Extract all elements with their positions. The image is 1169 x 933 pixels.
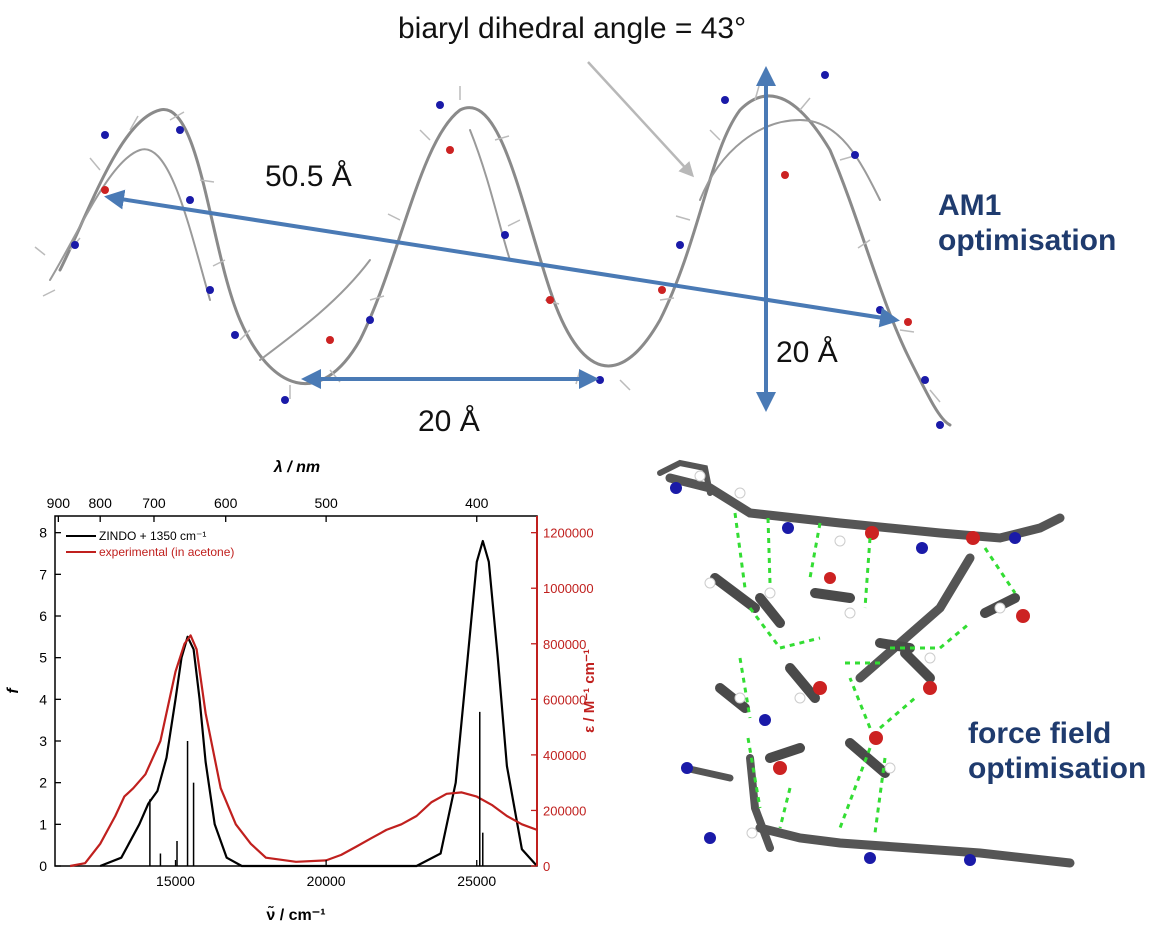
y-right-tick-label: 1200000 xyxy=(543,526,594,541)
x-tick-label: 25000 xyxy=(457,873,496,889)
series-layer xyxy=(69,539,538,868)
legend-label-zindo: ZINDO + 1350 cm⁻¹ xyxy=(99,529,206,543)
am1-method-label: AM1 optimisation xyxy=(938,188,1116,259)
oscillator-sticks xyxy=(149,711,484,866)
legend-label-experimental: experimental (in acetone) xyxy=(99,545,234,559)
am1-panel: biaryl dihedral angle = 43° 50.5 Å 20 Å … xyxy=(0,0,1169,450)
x-tick-label: 20000 xyxy=(307,873,346,889)
spectrum-chart-svg: 15000 20000 25000 0 1 2 3 4 5 6 7 8 0 200000 400000 600… xyxy=(5,459,598,924)
pitch-label: 20 Å xyxy=(418,405,480,438)
length-label: 50.5 Å xyxy=(265,160,352,193)
y-left-tick-label: 3 xyxy=(39,733,47,749)
y-right-axis-title: ε / M⁻¹ cm⁻¹ xyxy=(581,649,598,733)
top-axis-title: λ / nm xyxy=(273,459,320,476)
top-tick-label: 900 xyxy=(47,495,71,511)
x-axis-title: ν̃ / cm⁻¹ xyxy=(266,904,325,924)
forcefield-molecule-figure xyxy=(657,459,1075,868)
helix-backbone xyxy=(49,94,952,427)
y-left-tick-label: 7 xyxy=(39,566,47,582)
y-left-tick-label: 6 xyxy=(39,608,47,624)
series-line-experimental xyxy=(69,634,538,868)
am1-method-label-line2: optimisation xyxy=(938,224,1117,258)
x-tick-label: 15000 xyxy=(156,873,195,889)
top-tick-label: 600 xyxy=(214,495,238,511)
y-left-tick-label: 5 xyxy=(39,650,47,666)
am1-molecule-figure xyxy=(34,61,952,429)
legend: ZINDO + 1350 cm⁻¹ experimental (in aceto… xyxy=(66,529,234,559)
height-label: 20 Å xyxy=(776,336,838,369)
y-right-tick-label: 0 xyxy=(543,859,550,874)
dihedral-pointer-arrow xyxy=(587,61,695,178)
acetone-molecules xyxy=(710,573,1020,778)
ff-nitrogen-atoms xyxy=(670,482,1021,866)
y-left-tick-label: 0 xyxy=(39,858,47,874)
axis-layer: 15000 20000 25000 0 1 2 3 4 5 6 7 8 0 200000 400000 600… xyxy=(39,495,593,889)
y-left-axis-title: f xyxy=(5,687,22,694)
forcefield-method-label-line1: force field xyxy=(968,717,1112,750)
y-right-tick-label: 600000 xyxy=(543,692,586,707)
ff-hydrogen-atoms xyxy=(694,470,1006,839)
spectrum-chart: 15000 20000 25000 0 1 2 3 4 5 6 7 8 0 200000 400000 600… xyxy=(0,450,600,928)
forcefield-method-label-line2: optimisation xyxy=(968,752,1147,786)
dihedral-angle-label: biaryl dihedral angle = 43° xyxy=(398,12,747,45)
y-left-tick-label: 1 xyxy=(39,816,47,832)
y-right-tick-label: 1000000 xyxy=(543,581,594,596)
forcefield-method-label: force field optimisation xyxy=(968,716,1146,787)
top-tick-label: 800 xyxy=(89,495,113,511)
forcefield-panel: force field optimisation xyxy=(640,448,1169,928)
y-right-tick-label: 200000 xyxy=(543,803,586,818)
series-line-zindo xyxy=(99,539,538,868)
y-left-tick-label: 4 xyxy=(39,691,47,707)
y-right-tick-label: 400000 xyxy=(543,748,586,763)
top-tick-label: 700 xyxy=(142,495,166,511)
ff-oxygen-atoms xyxy=(773,526,1030,775)
upper-strand xyxy=(657,459,1065,683)
y-left-tick-label: 2 xyxy=(39,775,47,791)
y-right-tick-label: 800000 xyxy=(543,637,586,652)
am1-method-label-line1: AM1 xyxy=(938,189,1002,222)
hydrogen-bonds xyxy=(733,512,1017,834)
top-tick-label: 400 xyxy=(465,495,489,511)
length-arrow xyxy=(104,189,900,328)
y-left-tick-label: 8 xyxy=(39,525,47,541)
top-tick-label: 500 xyxy=(314,495,338,511)
